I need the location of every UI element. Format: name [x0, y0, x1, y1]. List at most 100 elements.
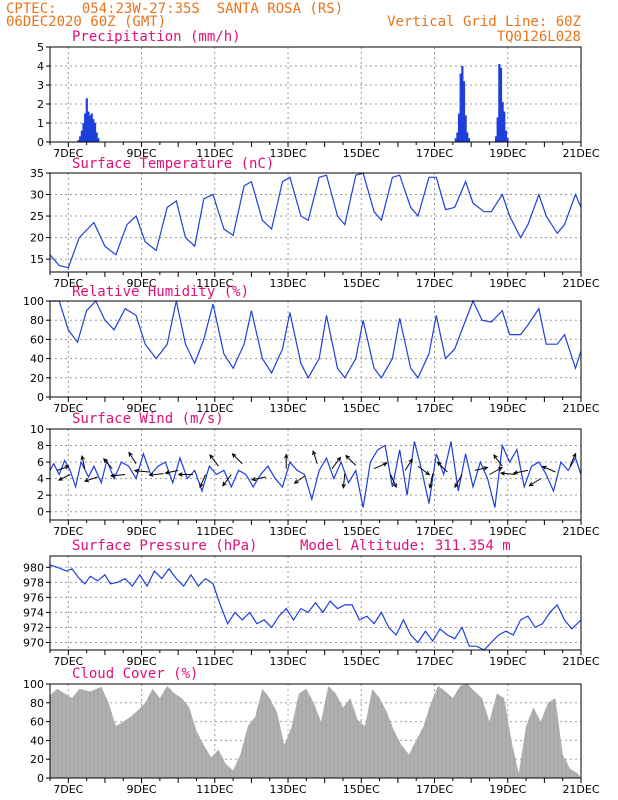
y-tick-label: 0: [37, 391, 44, 404]
wind-arrow-head: [209, 454, 214, 460]
wind-arrow-shaft: [342, 473, 346, 488]
wind-arrow-head: [133, 468, 139, 474]
x-tick-label: 7DEC: [53, 402, 83, 415]
wind-arrow: [541, 465, 556, 473]
wind-arrow-shaft: [134, 470, 149, 473]
x-tick-label: 17DEC: [416, 655, 453, 668]
x-tick-label: 11DEC: [196, 402, 233, 415]
precip-bar: [93, 123, 97, 142]
wind-arrow: [331, 456, 342, 470]
x-tick-label: 7DEC: [53, 277, 83, 290]
wind-arrow: [341, 473, 346, 489]
precip-bar: [504, 130, 508, 142]
wind-arrow: [231, 453, 243, 465]
wind-arrow-shaft: [294, 475, 305, 484]
y-tick-label: 980: [23, 561, 44, 574]
precip-bar: [466, 132, 469, 142]
wind-arrow-head: [83, 478, 90, 483]
wind-arrow: [109, 473, 126, 478]
series-line: [49, 441, 582, 508]
y-tick-label: 1: [37, 117, 44, 130]
wind-arrow-head: [572, 452, 577, 458]
wind-arrow-shaft: [345, 455, 357, 466]
y-tick-label: 20: [30, 753, 44, 766]
wind-arrow-shaft: [103, 458, 113, 470]
precip-bar: [494, 136, 498, 142]
y-tick-label: 0: [37, 136, 44, 149]
y-tick-label: 35: [30, 167, 44, 180]
wind-arrow-shaft: [199, 474, 207, 488]
y-tick-label: 30: [30, 189, 44, 202]
wind-arrow-shaft: [542, 465, 556, 473]
panel-2: Relative Humidity (%) 0 20 40 60 80 100 7DEC 9DE…: [23, 284, 600, 415]
panel-3: Surface Wind (m/s) 0 2 4 6 8 10 7DEC 9DEC 11DEC 13…: [30, 411, 600, 538]
wind-arrow-head: [345, 454, 350, 460]
precip-bar: [501, 102, 504, 142]
wind-arrow: [499, 471, 516, 476]
wind-arrow-head: [528, 481, 534, 487]
x-tick-label: 7DEC: [53, 525, 83, 538]
panel-4: Surface Pressure (hPa) Model Altitude: 31…: [23, 538, 600, 668]
panel-title: Relative Humidity (%): [72, 284, 249, 300]
wind-arrow-head: [293, 479, 299, 484]
wind-arrow: [474, 466, 489, 471]
wind-arrow-shaft: [437, 461, 448, 473]
wind-arrow-head: [199, 483, 204, 489]
wind-arrow-head: [512, 470, 518, 475]
wind-arrow-shaft: [251, 476, 267, 481]
wind-arrow: [83, 476, 98, 483]
wind-arrow: [404, 458, 413, 471]
wind-arrow: [103, 458, 113, 470]
x-tick-label: 7DEC: [53, 147, 83, 160]
wind-arrow-head: [425, 470, 431, 476]
x-tick-label: 21DEC: [562, 525, 599, 538]
wind-arrow: [284, 453, 289, 469]
y-tick-label: 8: [37, 440, 44, 453]
precip-bar: [461, 66, 464, 142]
wind-arrow: [454, 474, 463, 489]
wind-arrow-head: [499, 471, 506, 476]
wind-arrow-shaft: [209, 454, 219, 467]
wind-arrow-head: [336, 456, 342, 462]
station-line: CPTEC: 054:23W-27:35S SANTA ROSA (RS): [6, 1, 343, 17]
y-tick-label: 20: [30, 372, 44, 385]
x-tick-label: 17DEC: [416, 402, 453, 415]
panels: Precipitation (mm/h) 0 1 2 3 4 5 7DEC 9DEC 11DEC 1…: [23, 29, 600, 796]
wind-arrow: [80, 454, 86, 469]
y-tick-label: 978: [23, 576, 44, 589]
panel-frame: [49, 46, 582, 143]
x-tick-label: 9DEC: [126, 655, 156, 668]
series-line: [49, 172, 582, 269]
precip-bar: [467, 138, 471, 142]
y-tick-label: 2: [37, 489, 44, 502]
wind-arrow-shaft: [489, 467, 503, 475]
wind-arrow: [177, 472, 193, 477]
x-tick-label: 17DEC: [416, 147, 453, 160]
precip-bar: [503, 111, 506, 142]
precip-bar: [79, 136, 82, 142]
x-tick-label: 21DEC: [562, 147, 599, 160]
model-code: TQ0126L028: [497, 29, 581, 45]
x-tick-label: 15DEC: [343, 655, 380, 668]
series-line: [49, 564, 582, 651]
x-tick-label: 21DEC: [562, 783, 599, 796]
wind-arrow-shaft: [312, 450, 318, 464]
panel-0: Precipitation (mm/h) 0 1 2 3 4 5 7DEC 9DEC 11DEC 1…: [37, 29, 600, 160]
y-tick-label: 100: [23, 678, 44, 691]
wind-arrow-head: [483, 466, 489, 471]
wind-arrow-head: [250, 476, 257, 482]
wind-arrow-head: [312, 450, 317, 456]
panel-title: Cloud Cover (%): [72, 666, 198, 682]
x-tick-label: 9DEC: [126, 525, 156, 538]
wind-arrow: [345, 454, 357, 466]
wind-arrow: [512, 469, 528, 475]
x-tick-label: 7DEC: [53, 655, 83, 668]
x-tick-label: 11DEC: [196, 277, 233, 290]
x-tick-label: 15DEC: [343, 277, 380, 290]
x-tick-label: 17DEC: [416, 277, 453, 290]
x-tick-label: 11DEC: [196, 783, 233, 796]
precip-bar: [464, 115, 467, 142]
y-tick-label: 976: [23, 591, 44, 604]
wind-arrow-shaft: [232, 453, 243, 465]
wind-arrow: [312, 450, 318, 464]
